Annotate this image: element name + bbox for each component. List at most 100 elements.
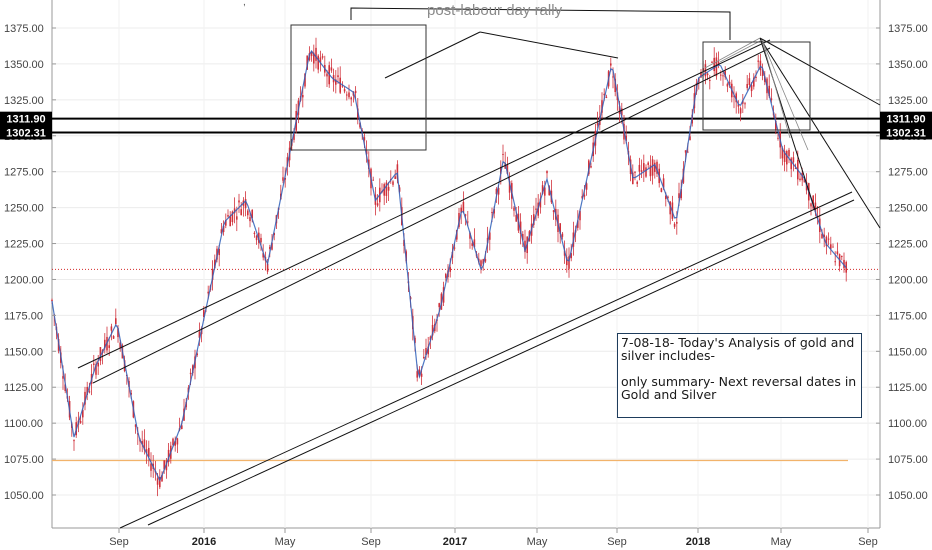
y-tick-label: 1125.00 [4,382,43,394]
candle-body [247,210,249,216]
candle-body [720,74,722,76]
y-tick-label: 1275.00 [888,167,928,179]
price-badge-label: 1302.31 [6,127,46,139]
x-axis: Sep 2016 May Sep 2017 May Sep 2018 May Sep [109,528,878,548]
candle-body [115,318,117,325]
candle-body [150,463,152,471]
candle-body [337,75,339,78]
candle-body [372,179,374,181]
candle-body [161,474,163,482]
candle-body [753,77,755,87]
note-line: only summary- Next reversal dates in [621,374,857,389]
candle-body [601,100,603,113]
candle-body [317,55,319,70]
candle-body [271,242,273,250]
candle-body [145,449,148,454]
x-tick-label: Sep [361,536,381,548]
candle-body [262,253,264,258]
note-line: silver includes- [621,348,715,363]
candle-body [669,201,671,215]
candle-body [253,232,256,235]
x-tick-label: May [275,536,296,548]
candle-body [495,188,498,195]
candle-body [313,52,315,64]
candle-body [603,93,605,96]
candle-body [339,77,341,93]
candle-body [656,161,658,174]
candle-body [196,353,198,356]
candle-body [156,478,159,485]
candle-body [834,261,836,263]
candle-body [93,363,95,365]
candle-body [251,209,253,219]
candle-body [711,61,713,63]
candle-body [326,73,328,77]
candle-body [561,233,564,237]
candle-body [198,331,201,338]
candle-body [684,150,687,153]
candle-body [260,237,262,243]
candle-body [788,149,790,157]
candle-body [610,63,612,66]
candle-body [227,215,229,217]
y-tick-label: 1325.00 [888,95,928,107]
candle-body [473,239,476,248]
candle-body [341,85,344,87]
rally-label: post-labour day rally [427,2,563,19]
x-tick-label: 2018 [686,536,710,548]
candle-body [781,147,784,159]
candle-body [821,234,823,239]
candle-body [203,309,205,317]
horizontal-levels [52,117,880,462]
candle-body [148,447,150,457]
candle-body [535,208,537,210]
candle-body [489,232,491,240]
candle-body [491,212,493,214]
candle-body [614,78,616,93]
candle-body [460,207,462,213]
y-tick-label: 1350.00 [4,59,44,71]
candle-body [189,372,192,375]
candle-body [273,232,275,236]
y-tick-label: 1175.00 [4,310,43,322]
candle-body [141,441,143,445]
candle-body [792,157,795,163]
candle-body [86,387,88,396]
x-tick-label: May [527,536,548,548]
candle-body [761,69,764,76]
analysis-note: 7-08-18- Today's Analysis of gold and si… [617,333,862,418]
rally-connector-1 [384,31,481,79]
candle-body [255,235,258,241]
candle-body [827,238,830,240]
candle-body [673,223,676,227]
candle-body [632,172,634,185]
candle-body [810,203,812,207]
candle-body [687,151,689,153]
candle-body [420,373,423,377]
candle-body [304,73,306,87]
candle-body [108,345,110,348]
candle-body [643,163,645,171]
candle-body [799,178,801,180]
candle-body [645,167,647,177]
candle-body [130,393,132,395]
y-tick-label: 1375.00 [4,23,44,35]
candle-body [539,198,542,208]
note-line: Gold and Silver [621,387,717,402]
candle-body [449,267,451,272]
candle-body [786,151,788,165]
candle-body [524,240,526,253]
price-badge-right [880,111,932,126]
candle-body [544,187,546,196]
candle-body [172,438,174,446]
candle-body [689,136,691,141]
candle-body [427,346,429,355]
candle-body [445,273,447,278]
candle-body [700,72,702,78]
candle-body [104,339,106,349]
candle-body [640,170,643,172]
candle-body [207,291,209,294]
candle-body [634,171,636,173]
candle-body [522,233,524,241]
candle-body [739,108,742,114]
